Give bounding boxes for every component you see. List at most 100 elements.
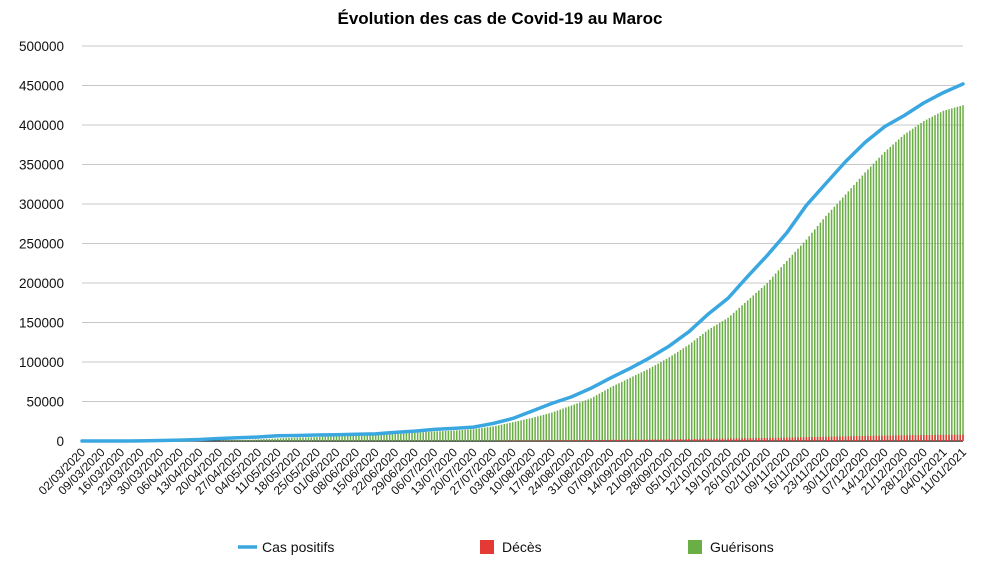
death-bar (859, 436, 861, 441)
death-bar (820, 437, 822, 441)
recovery-bar (534, 417, 536, 441)
y-axis: 0500001000001500002000002500003000003500… (19, 39, 64, 449)
recovery-bar (263, 439, 265, 441)
recovery-bar (680, 350, 682, 441)
recovery-bar (456, 430, 458, 441)
recovery-bar (638, 374, 640, 441)
recovery-bar (758, 290, 760, 441)
recovery-bar (909, 131, 911, 441)
recovery-bar (526, 419, 528, 441)
death-bar (814, 437, 816, 441)
death-bar (822, 437, 824, 441)
recovery-bar (931, 117, 933, 441)
death-bar (825, 437, 827, 441)
recovery-bar (330, 436, 332, 441)
recovery-bar (252, 440, 254, 441)
recovery-bar (543, 415, 545, 441)
death-bar (803, 437, 805, 441)
y-tick-label: 100000 (19, 355, 64, 370)
recovery-bar (257, 439, 259, 441)
death-bar (733, 438, 735, 441)
recovery-bar (490, 427, 492, 441)
recovery-bar (316, 437, 318, 441)
death-bar (862, 436, 864, 441)
recovery-bar (546, 414, 548, 441)
death-bar (929, 435, 931, 441)
recovery-bar (238, 440, 240, 441)
recovery-bar (596, 395, 598, 441)
death-bar (789, 438, 791, 441)
recovery-bar (453, 431, 455, 441)
recovery-bar (862, 176, 864, 441)
recovery-bar (308, 437, 310, 441)
recovery-bar (669, 357, 671, 441)
recovery-bar (509, 423, 511, 441)
recovery-bar (848, 191, 850, 441)
death-bar (691, 439, 693, 441)
recovery-bar (624, 381, 626, 441)
recovery-bar (951, 108, 953, 441)
recovery-bar (954, 108, 956, 441)
recovery-bar (400, 434, 402, 441)
death-bar (660, 439, 662, 441)
death-bar (752, 438, 754, 441)
recovery-bar (870, 167, 872, 441)
death-bar (565, 440, 567, 441)
recovery-bar (280, 438, 282, 441)
death-bar (945, 435, 947, 441)
death-bar (800, 437, 802, 441)
death-bar (917, 435, 919, 441)
death-bar (951, 435, 953, 441)
recovery-bar (778, 270, 780, 441)
recovery-bar (895, 142, 897, 441)
recovery-bar (786, 261, 788, 441)
recovery-bar (766, 283, 768, 441)
recovery-bar (260, 439, 262, 441)
recovery-bar (744, 303, 746, 441)
recovery-bar (643, 371, 645, 441)
recovery-bar (747, 300, 749, 441)
legend-label-cases: Cas positifs (262, 539, 334, 555)
recovery-bar (839, 201, 841, 441)
recovery-bar (730, 315, 732, 441)
recovery-bar (478, 428, 480, 441)
death-bar (797, 437, 799, 441)
recovery-bar (383, 434, 385, 441)
death-bar (780, 438, 782, 441)
recovery-bar (962, 105, 964, 441)
death-bar (923, 435, 925, 441)
death-bar (962, 435, 964, 441)
death-bar (850, 436, 852, 441)
death-bar (738, 438, 740, 441)
recovery-bar (850, 188, 852, 441)
death-bar (761, 438, 763, 441)
recovery-bar (406, 433, 408, 441)
death-bar (817, 437, 819, 441)
death-bar (677, 439, 679, 441)
recovery-bar (599, 394, 601, 441)
death-bar (629, 440, 631, 441)
death-bar (806, 437, 808, 441)
recovery-bar (853, 185, 855, 441)
recovery-bar (442, 431, 444, 441)
death-bar (730, 438, 732, 441)
recovery-bar (713, 326, 715, 441)
recovery-bar (302, 437, 304, 441)
recovery-bar (683, 348, 685, 441)
legend: Cas positifs Décès Guérisons (238, 539, 774, 555)
recovery-bar (319, 437, 321, 441)
death-bar (906, 435, 908, 441)
recovery-bar (652, 367, 654, 441)
death-bar (705, 439, 707, 441)
death-bar (957, 435, 959, 441)
death-bar (579, 440, 581, 441)
recovery-bar (923, 121, 925, 441)
death-bar (926, 435, 928, 441)
legend-swatch-recoveries (688, 540, 702, 554)
death-bar (685, 439, 687, 441)
death-bar (694, 439, 696, 441)
death-bar (613, 440, 615, 441)
recovery-bar (255, 440, 257, 441)
legend-item-cases: Cas positifs (238, 539, 334, 555)
recovery-bar (797, 249, 799, 441)
